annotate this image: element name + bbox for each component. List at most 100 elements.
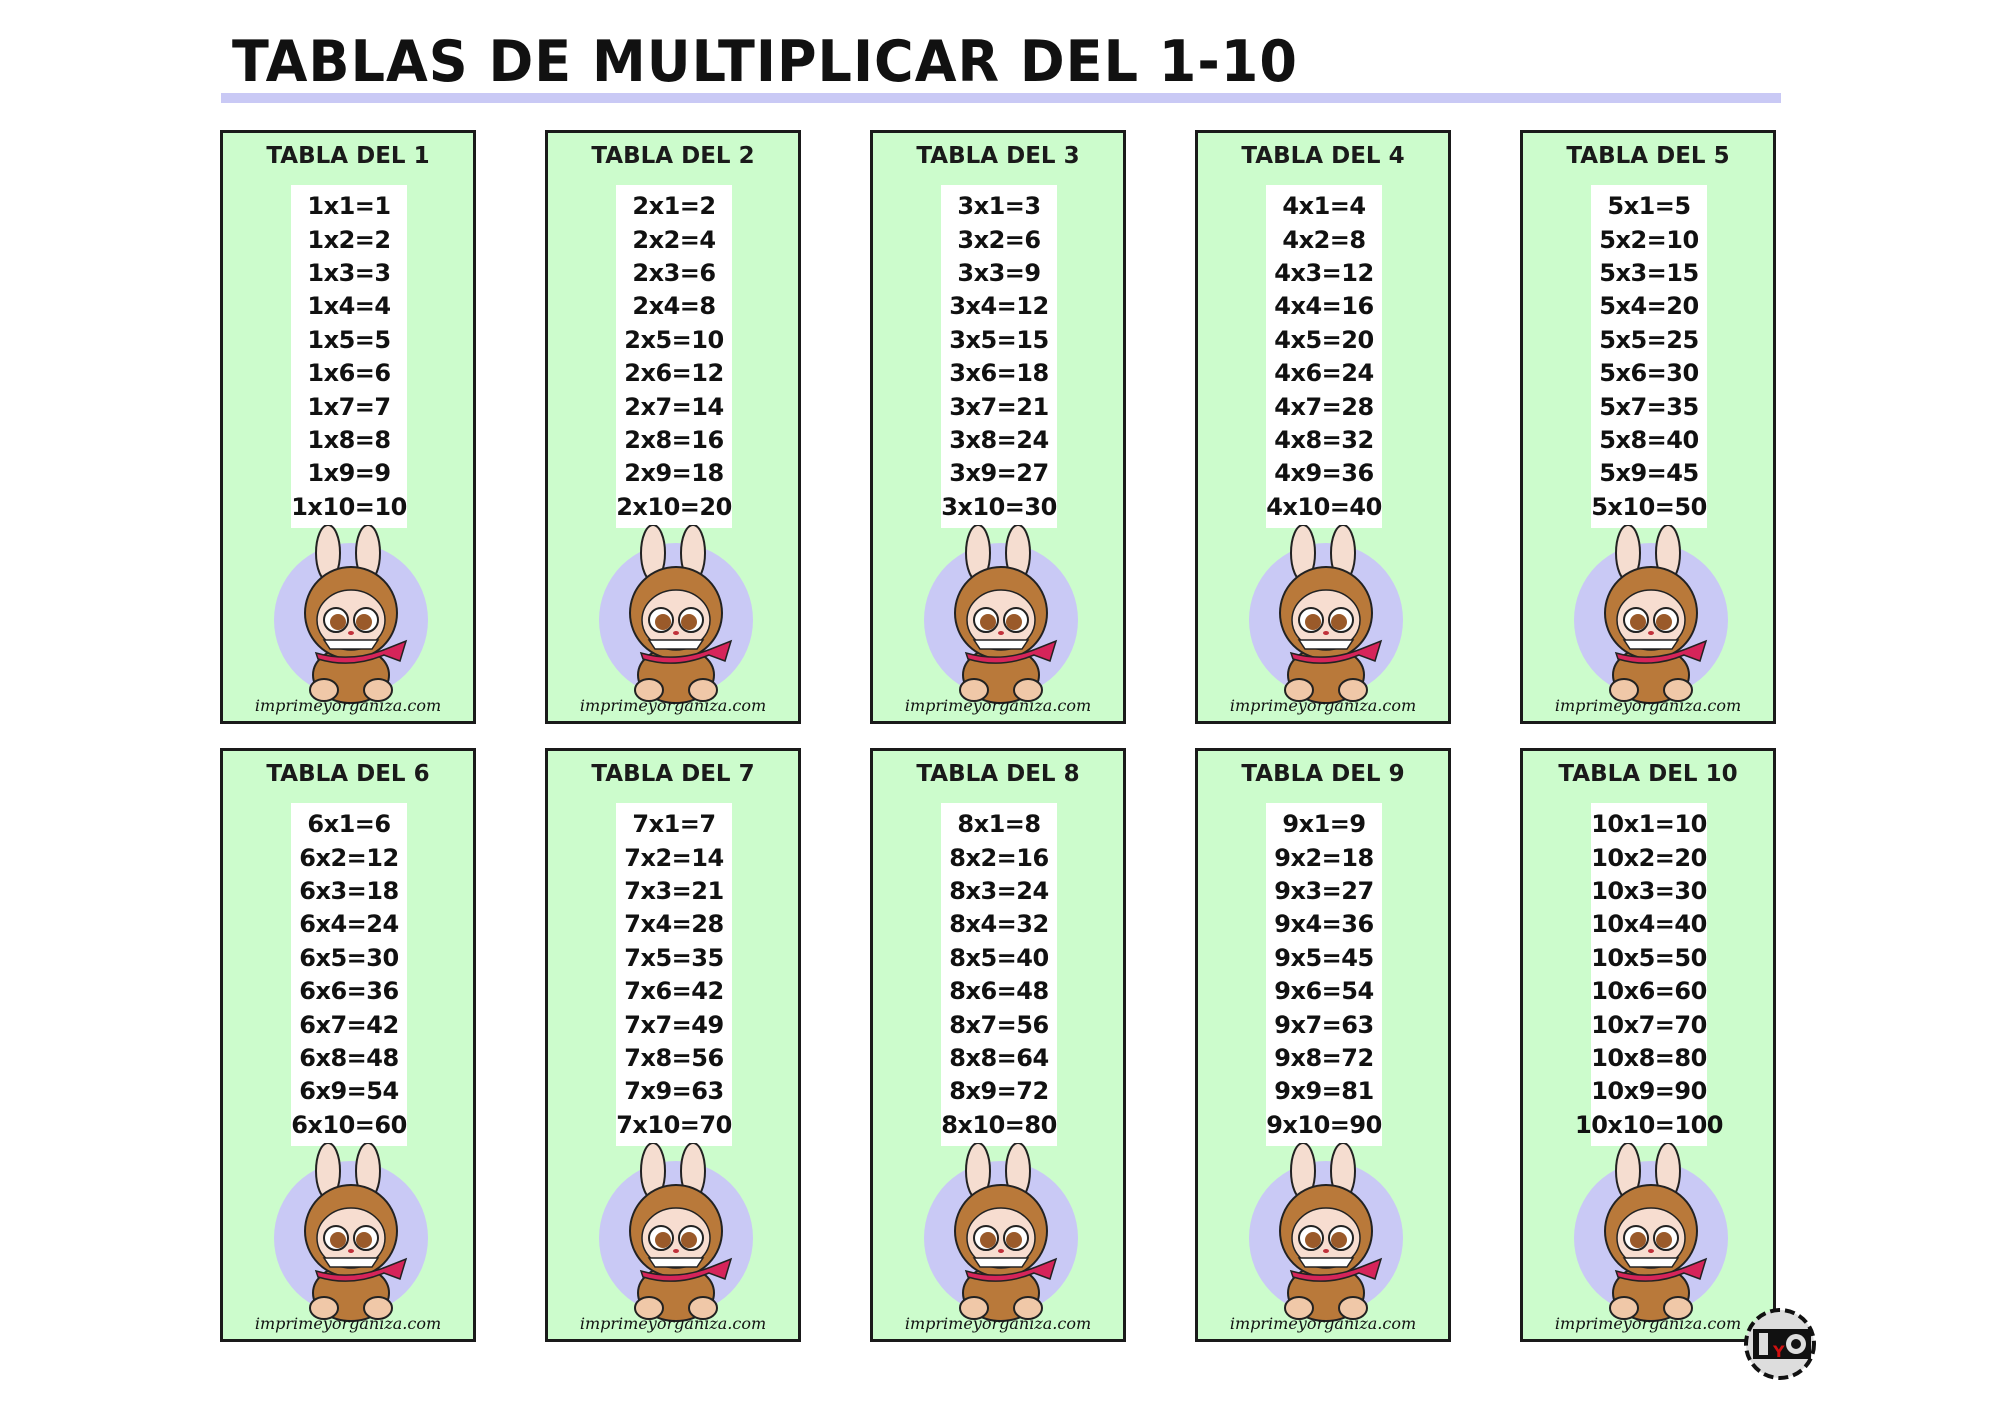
table-title: TABLA DEL 7: [591, 761, 755, 787]
table-row: 10x2=20: [1591, 843, 1707, 872]
table-row: 6x9=54: [299, 1077, 399, 1106]
table-rows: 7x1=7 7x2=14 7x3=21 7x4=28 7x5=35 7x6=42 7x7=4…: [616, 803, 732, 1146]
table-row: 7x5=35: [624, 943, 724, 972]
mascot-illustration: [924, 1143, 1078, 1322]
table-row: 8x6=48: [949, 977, 1049, 1006]
table-row: 6x3=18: [299, 877, 399, 906]
table-row: 9x10=90: [1266, 1110, 1382, 1139]
table-rows: 8x1=8 8x2=16 8x3=24 8x4=32 8x5=40 8x6=48 8x7=5…: [941, 803, 1057, 1146]
table-row: 2x7=14: [624, 392, 724, 421]
table-row: 7x2=14: [624, 843, 724, 872]
table-row: 4x8=32: [1274, 425, 1374, 454]
mascot-illustration: [1249, 525, 1403, 704]
mascot-illustration: [599, 525, 753, 704]
table-row: 2x3=6: [632, 259, 716, 288]
table-row: 5x2=10: [1599, 225, 1699, 254]
table-title: TABLA DEL 5: [1566, 143, 1730, 169]
website-credit: imprimeyorganiza.com: [254, 1314, 442, 1333]
table-row: 3x2=6: [957, 225, 1041, 254]
table-row: 10x8=80: [1591, 1043, 1707, 1072]
table-title: TABLA DEL 4: [1241, 143, 1405, 169]
multiplication-table-card: TABLA DEL 9 9x1=9 9x2=18 9x3=27 9x4=36 9x5=45…: [1195, 748, 1451, 1342]
website-credit: imprimeyorganiza.com: [579, 696, 767, 715]
table-row: 9x5=45: [1274, 943, 1374, 972]
table-row: 3x7=21: [949, 392, 1049, 421]
table-rows: 3x1=3 3x2=6 3x3=9 3x4=12 3x5=15 3x6=18 3x7=21 3…: [941, 185, 1057, 528]
table-row: 8x8=64: [949, 1043, 1049, 1072]
table-row: 6x5=30: [299, 943, 399, 972]
table-row: 4x5=20: [1274, 325, 1374, 354]
table-row: 9x8=72: [1274, 1043, 1374, 1072]
table-row: 10x10=100: [1575, 1110, 1723, 1139]
table-rows: 9x1=9 9x2=18 9x3=27 9x4=36 9x5=45 9x6=54 9x7=6…: [1266, 803, 1382, 1146]
table-row: 7x4=28: [624, 910, 724, 939]
mascot-illustration: [1574, 1143, 1728, 1322]
mascot-illustration: [1249, 1143, 1403, 1322]
table-row: 10x9=90: [1591, 1077, 1707, 1106]
table-row: 7x7=49: [624, 1010, 724, 1039]
table-row: 9x3=27: [1274, 877, 1374, 906]
table-row: 1x1=1: [307, 192, 391, 221]
multiplication-table-card: TABLA DEL 4 4x1=4 4x2=8 4x3=12 4x4=16 4x5=20 4…: [1195, 130, 1451, 724]
table-row: 4x9=36: [1274, 459, 1374, 488]
table-title: TABLA DEL 2: [591, 143, 755, 169]
website-credit: imprimeyorganiza.com: [904, 1314, 1092, 1333]
table-row: 5x6=30: [1599, 359, 1699, 388]
multiplication-table-card: TABLA DEL 1 1x1=1 1x2=2 1x3=3 1x4=4 1x5=5 1x6=…: [220, 130, 476, 724]
table-row: 7x3=21: [624, 877, 724, 906]
table-row: 1x4=4: [307, 292, 391, 321]
table-row: 4x2=8: [1282, 225, 1366, 254]
table-row: 10x1=10: [1591, 810, 1707, 839]
table-row: 10x3=30: [1591, 877, 1707, 906]
table-row: 10x7=70: [1591, 1010, 1707, 1039]
table-row: 9x2=18: [1274, 843, 1374, 872]
table-row: 3x8=24: [949, 425, 1049, 454]
table-row: 1x6=6: [307, 359, 391, 388]
table-row: 8x7=56: [949, 1010, 1049, 1039]
multiplication-table-card: TABLA DEL 10 10x1=10 10x2=20 10x3=30 10x4=40…: [1520, 748, 1776, 1342]
multiplication-table-card: TABLA DEL 7 7x1=7 7x2=14 7x3=21 7x4=28 7x5=35…: [545, 748, 801, 1342]
multiplication-table-card: TABLA DEL 8 8x1=8 8x2=16 8x3=24 8x4=32 8x5=40…: [870, 748, 1126, 1342]
table-row: 2x2=4: [632, 225, 716, 254]
table-rows: 5x1=5 5x2=10 5x3=15 5x4=20 5x5=25 5x6=30 5x7=3…: [1591, 185, 1707, 528]
table-row: 3x3=9: [957, 259, 1041, 288]
table-row: 6x6=36: [299, 977, 399, 1006]
mascot-illustration: [599, 1143, 753, 1322]
table-row: 6x8=48: [299, 1043, 399, 1072]
table-row: 2x9=18: [624, 459, 724, 488]
table-title: TABLA DEL 9: [1241, 761, 1405, 787]
table-row: 6x10=60: [291, 1110, 407, 1139]
table-row: 3x5=15: [949, 325, 1049, 354]
table-row: 2x6=12: [624, 359, 724, 388]
page-title: TABLAS DE MULTIPLICAR DEL 1-10: [232, 28, 1298, 95]
table-row: 1x5=5: [307, 325, 391, 354]
website-credit: imprimeyorganiza.com: [1554, 1314, 1742, 1333]
table-row: 5x10=50: [1591, 492, 1707, 521]
table-row: 6x4=24: [299, 910, 399, 939]
table-row: 8x2=16: [949, 843, 1049, 872]
multiplication-table-card: TABLA DEL 2 2x1=2 2x2=4 2x3=6 2x4=8 2x5=10 2x6…: [545, 130, 801, 724]
table-row: 9x1=9: [1282, 810, 1366, 839]
table-row: 3x6=18: [949, 359, 1049, 388]
table-row: 5x9=45: [1599, 459, 1699, 488]
table-row: 5x8=40: [1599, 425, 1699, 454]
table-row: 7x9=63: [624, 1077, 724, 1106]
mascot-illustration: [274, 1143, 428, 1322]
table-row: 9x9=81: [1274, 1077, 1374, 1106]
table-row: 3x9=27: [949, 459, 1049, 488]
table-row: 8x4=32: [949, 910, 1049, 939]
table-row: 5x5=25: [1599, 325, 1699, 354]
table-row: 7x10=70: [616, 1110, 732, 1139]
table-row: 8x9=72: [949, 1077, 1049, 1106]
table-row: 7x8=56: [624, 1043, 724, 1072]
table-row: 3x10=30: [941, 492, 1057, 521]
table-row: 1x9=9: [307, 459, 391, 488]
table-row: 5x1=5: [1607, 192, 1691, 221]
table-rows: 6x1=6 6x2=12 6x3=18 6x4=24 6x5=30 6x6=36 6x7=4…: [291, 803, 407, 1146]
table-row: 2x5=10: [624, 325, 724, 354]
table-row: 2x4=8: [632, 292, 716, 321]
table-row: 8x5=40: [949, 943, 1049, 972]
website-credit: imprimeyorganiza.com: [579, 1314, 767, 1333]
table-row: 8x3=24: [949, 877, 1049, 906]
website-credit: imprimeyorganiza.com: [254, 696, 442, 715]
